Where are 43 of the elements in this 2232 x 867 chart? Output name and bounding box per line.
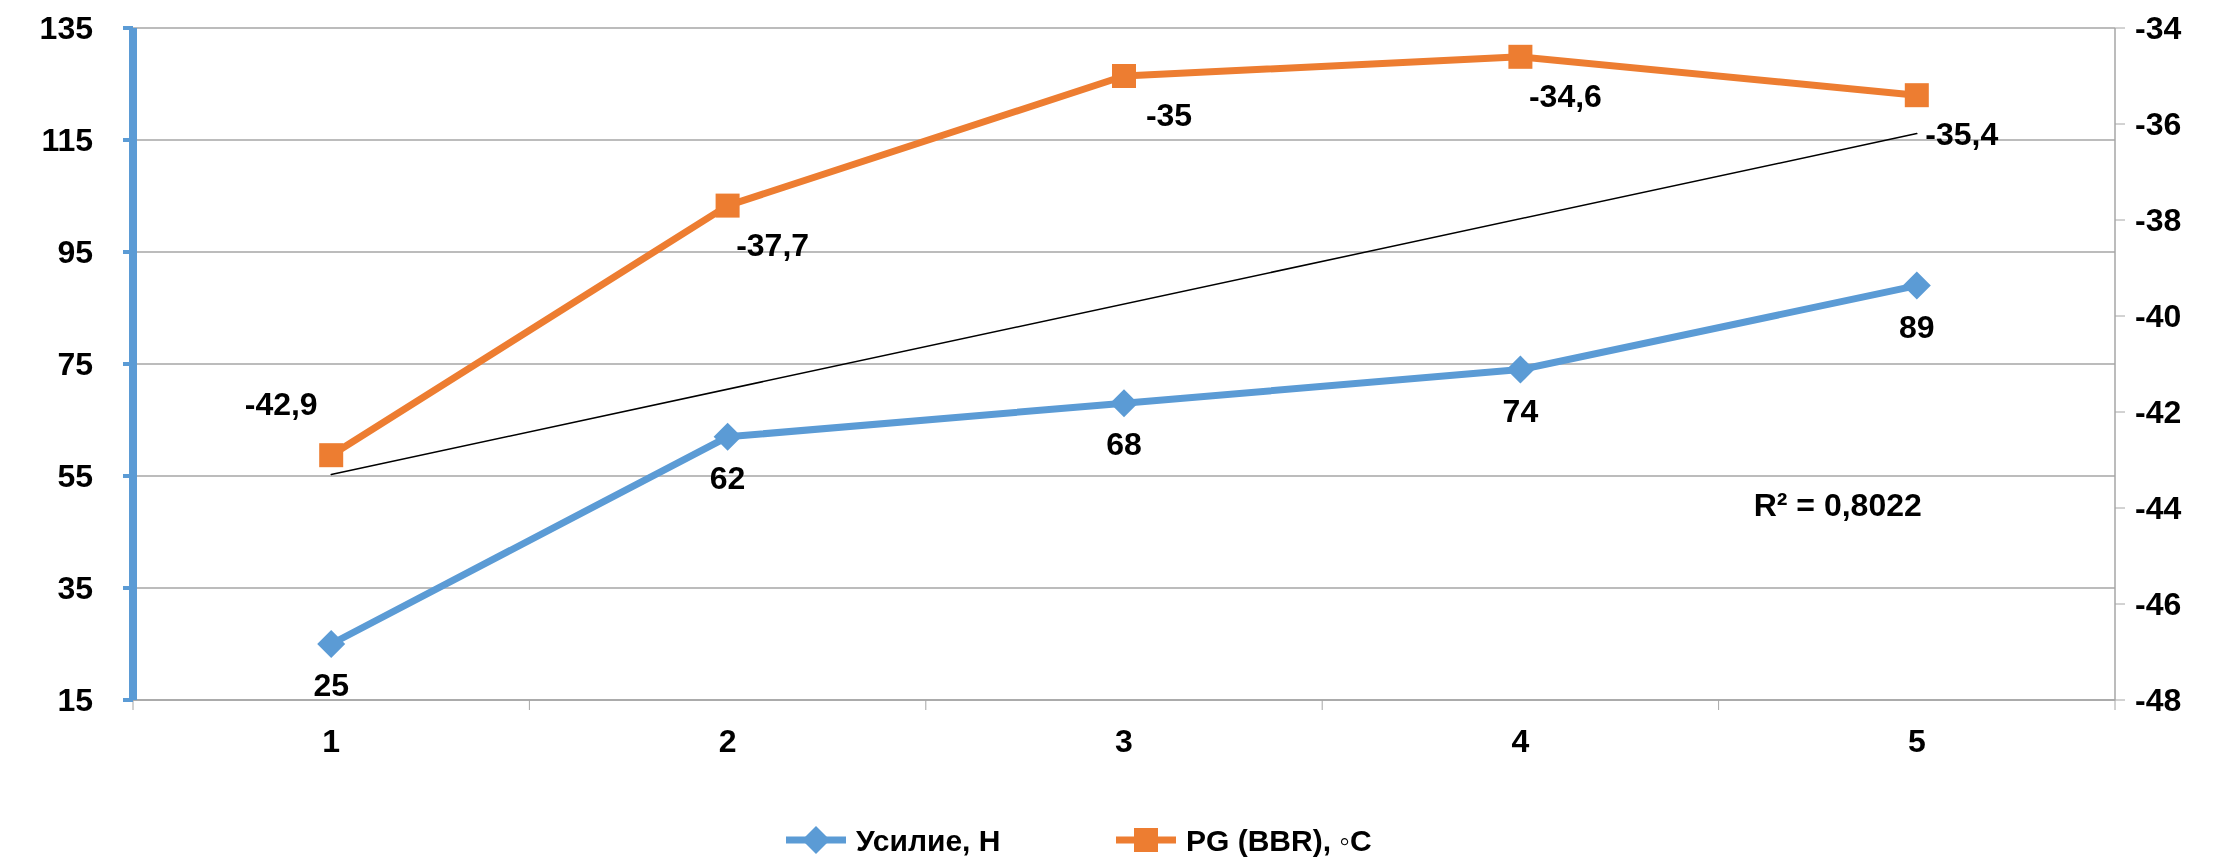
x-tick-label: 3 (1115, 723, 1133, 759)
y-tick-label: 95 (57, 234, 93, 271)
point (317, 630, 346, 658)
y-tick-label: 135 (39, 10, 93, 47)
point (715, 193, 740, 218)
y2-tick-label: -38 (2135, 202, 2182, 239)
legend-label: Усилие, Н (856, 823, 1001, 857)
x-tick-label: 1 (322, 723, 341, 759)
legend-label: PG (BBR), ◦C (1186, 823, 1372, 857)
annotation: R² = 0,8022 (1753, 487, 1922, 523)
point (1112, 64, 1136, 88)
data-label: 68 (1106, 426, 1142, 463)
y-tick-label: 35 (57, 570, 93, 607)
data-label: 25 (313, 667, 349, 703)
x-tick-label: 5 (1907, 723, 1926, 759)
point (713, 422, 742, 451)
point (1904, 83, 1929, 108)
data-label: 74 (1502, 392, 1539, 429)
data-label: -35 (1145, 97, 1193, 133)
y2-tick-label: -46 (2135, 586, 2182, 623)
y-tick-label: 55 (57, 458, 93, 495)
point (1506, 355, 1535, 384)
y2-tick-label: -34 (2135, 10, 2182, 47)
data-label: 89 (1899, 308, 1935, 345)
y2-tick-label: -48 (2135, 682, 2182, 719)
data-label: -42,9 (244, 386, 318, 423)
y-tick-label: 115 (41, 122, 93, 159)
x-tick-label: 2 (718, 723, 737, 759)
data-label: -37,7 (736, 226, 810, 263)
point (1508, 44, 1533, 69)
y2-tick-label: -40 (2135, 298, 2182, 335)
point (1902, 271, 1931, 300)
y2-tick-label: -44 (2135, 490, 2182, 527)
point (319, 443, 344, 468)
y2-tick-label: -42 (2135, 394, 2182, 431)
point (1110, 389, 1138, 418)
y2-tick-label: -36 (2135, 106, 2182, 143)
y-tick-label: 75 (57, 346, 93, 383)
data-label: 62 (709, 459, 746, 496)
y-tick-label: 15 (57, 682, 93, 719)
data-label: -35,4 (1925, 116, 1999, 153)
data-label: -34,6 (1528, 77, 1602, 114)
x-tick-label: 4 (1511, 723, 1530, 759)
